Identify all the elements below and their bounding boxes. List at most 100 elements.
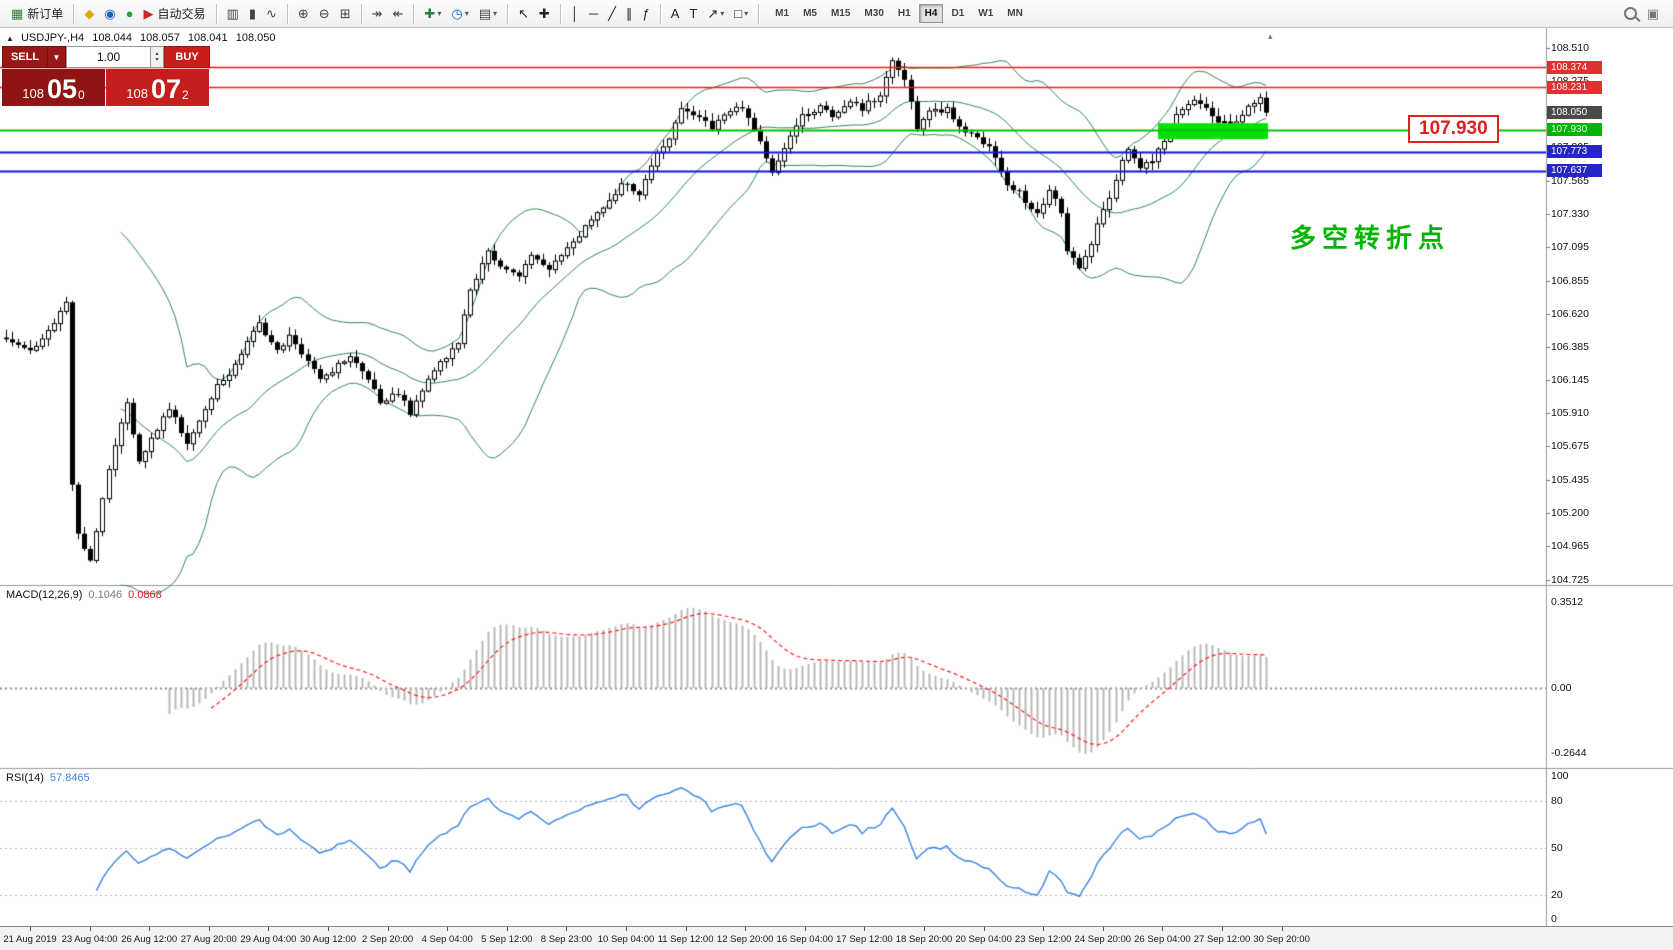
sell-price-sup: 0 — [78, 88, 85, 102]
text-label-button[interactable]: T — [684, 2, 702, 26]
time-tick — [626, 927, 627, 931]
trendline-button[interactable]: ╱ — [603, 2, 621, 26]
price-tag-red: 108.231 — [1547, 80, 1602, 94]
price-axis-label: 105.675 — [1551, 440, 1589, 453]
toolbar-separator — [215, 3, 217, 24]
chart-shift-button[interactable]: ↞ — [388, 2, 409, 26]
volume-input[interactable]: 1.00 — [66, 46, 151, 68]
rsi-axis-label: 20 — [1551, 888, 1563, 901]
new-order-button[interactable]: ▦ 新订单 — [6, 2, 68, 26]
shapes-button[interactable]: □ ▾ — [729, 2, 753, 26]
time-axis-label: 12 Sep 20:00 — [716, 934, 774, 945]
periods-icon: ◷ — [451, 6, 463, 21]
price-annotation-label[interactable]: 107.930 — [1408, 115, 1499, 143]
text-button[interactable]: A — [666, 2, 685, 26]
cursor-button[interactable]: ↖ — [513, 2, 534, 26]
vertical-line-icon: │ — [570, 6, 579, 21]
time-tick — [1222, 927, 1223, 931]
line-chart-button[interactable]: ∿ — [261, 2, 282, 26]
chart-shift-icon: ↞ — [392, 6, 404, 21]
timeframe-h4[interactable]: H4 — [918, 4, 944, 23]
shapes-icon: □ — [734, 6, 743, 21]
toolbar-separator — [73, 3, 75, 24]
ohlc-low: 108.041 — [187, 32, 228, 44]
time-tick — [745, 927, 747, 931]
vertical-line-button[interactable]: │ — [566, 2, 584, 26]
buy-price-big: 07 — [150, 74, 182, 104]
indicators-button[interactable]: ✚ ▾ — [419, 2, 446, 26]
autotrading-button[interactable]: ▶ 自动交易 — [139, 2, 211, 26]
fibonacci-button[interactable]: ƒ — [638, 2, 655, 26]
time-axis-label: 23 Sep 12:00 — [1014, 934, 1072, 945]
buy-price[interactable]: 108 07 2 — [106, 69, 209, 106]
zoom-in-icon: ⊕ — [297, 6, 309, 21]
time-axis-label: 24 Sep 20:00 — [1074, 934, 1132, 945]
timeframe-d1[interactable]: D1 — [951, 8, 965, 19]
timeframe-m15[interactable]: M15 — [830, 8, 851, 19]
spin-down-icon[interactable]: ▾ — [155, 57, 159, 63]
toolbar-separator — [559, 3, 561, 24]
arrows-button[interactable]: ↗ ▾ — [702, 2, 729, 26]
sell-price-handle: 108 — [22, 85, 44, 101]
toolbar-group-objects: A T ↗ ▾ □ ▾ — [664, 2, 755, 26]
favorites-button[interactable]: ◆ — [79, 2, 99, 26]
time-axis-label: 30 Aug 12:00 — [300, 934, 356, 945]
time-tick — [685, 927, 687, 931]
profiles-button[interactable]: ◉ — [99, 2, 120, 26]
templates-button[interactable]: ▤ ▾ — [474, 2, 502, 26]
timeframe-m5[interactable]: M5 — [803, 8, 817, 19]
profiles-icon: ◉ — [104, 6, 116, 21]
time-tick — [387, 927, 389, 931]
time-axis-label: 20 Sep 04:00 — [955, 934, 1012, 945]
candlestick-chart-button[interactable]: ▮ — [244, 2, 261, 26]
sell-price[interactable]: 108 05 0 — [2, 69, 105, 106]
rsi-axis-label: 0 — [1551, 913, 1557, 925]
text-label-icon: T — [689, 6, 698, 21]
crosshair-button[interactable]: ✚ — [534, 2, 555, 26]
bar-chart-icon: ▥ — [226, 6, 239, 21]
sell-button[interactable]: SELL — [2, 46, 48, 68]
time-axis-label: 10 Sep 04:00 — [597, 934, 655, 945]
auto-scroll-button[interactable]: ↠ — [367, 2, 388, 26]
spin-up-icon[interactable]: ▴ — [155, 51, 159, 57]
toolbar-group-lines: │ ─ ╱ ∥ ƒ — [564, 2, 657, 26]
time-tick — [30, 927, 31, 931]
market-watch-button[interactable]: ● — [121, 2, 139, 26]
chart-symbol-period: USDJPY-,H4 — [20, 32, 85, 44]
time-axis[interactable]: 21 Aug 2019 23 Aug 04:00 26 Aug 12:00 27 Au… — [0, 926, 1673, 950]
time-tick — [1102, 927, 1104, 931]
timeframe-m1[interactable]: M1 — [775, 8, 790, 19]
toolbar-separator — [659, 3, 661, 24]
price-tag-red: 108.374 — [1547, 60, 1602, 74]
toolbar-separator — [360, 3, 362, 24]
search-icon[interactable] — [1623, 7, 1637, 20]
chinese-annotation-text[interactable]: 多空转折点 — [1290, 223, 1451, 253]
order-type-dropdown[interactable]: ▼ — [48, 46, 66, 68]
price-axis-label: 106.620 — [1551, 307, 1589, 320]
periods-button[interactable]: ◷ ▾ — [446, 2, 473, 26]
timeframe-m30[interactable]: M30 — [864, 8, 884, 19]
volume-stepper[interactable]: ▴ ▾ — [151, 46, 164, 68]
timeframe-mn[interactable]: MN — [1007, 8, 1023, 19]
bar-chart-button[interactable]: ▥ — [222, 2, 244, 26]
autotrading-icon: ▶ — [143, 6, 154, 21]
ohlc-close: 108.050 — [235, 32, 276, 44]
panel-toggle-icon[interactable]: ▲ — [6, 34, 14, 43]
timeframe-h1[interactable]: H1 — [897, 8, 911, 19]
tile-windows-button[interactable]: ⊞ — [335, 2, 356, 26]
zoom-out-button[interactable]: ⊖ — [314, 2, 335, 26]
toolbar-separator — [286, 3, 288, 24]
zoom-in-button[interactable]: ⊕ — [293, 2, 314, 26]
buy-button[interactable]: BUY — [164, 46, 210, 68]
channel-button[interactable]: ∥ — [621, 2, 638, 26]
horizontal-line-button[interactable]: ─ — [584, 2, 603, 26]
toolbar-group-order: ▦ 新订单 — [4, 2, 70, 26]
data-window-icon[interactable]: ▣ — [1646, 5, 1659, 21]
new-order-button-label: 新订单 — [27, 7, 64, 21]
timeframe-w1[interactable]: W1 — [978, 8, 994, 19]
time-axis-label: 16 Sep 04:00 — [776, 934, 834, 945]
price-axis-label: 106.855 — [1551, 274, 1589, 287]
time-axis-label: 11 Sep 12:00 — [657, 934, 714, 945]
time-tick — [1162, 927, 1164, 931]
